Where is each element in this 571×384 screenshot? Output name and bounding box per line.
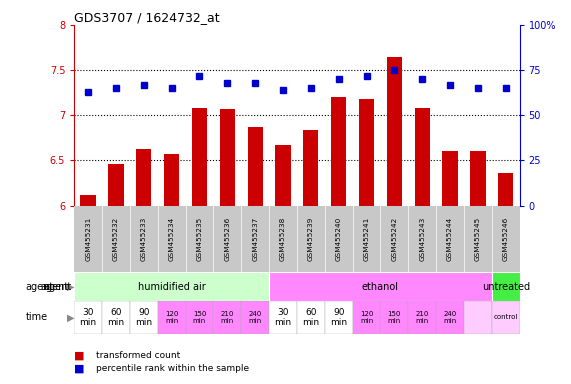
Text: GSM455234: GSM455234 [168,217,175,261]
Text: GDS3707 / 1624732_at: GDS3707 / 1624732_at [74,11,220,24]
Text: 150
min: 150 min [388,311,401,324]
Bar [81,195,96,206]
Text: GSM455244: GSM455244 [447,217,453,261]
Text: 150
min: 150 min [193,311,206,324]
Text: percentile rank within the sample: percentile rank within the sample [96,364,249,373]
Text: 240
min: 240 min [248,311,262,324]
Text: 30
min: 30 min [275,308,292,327]
Text: 210
min: 210 min [220,311,234,324]
Bar [241,301,269,334]
Text: GSM455245: GSM455245 [475,217,481,261]
Text: 120
min: 120 min [360,311,373,324]
Bar [74,272,269,301]
Text: 60
min: 60 min [302,308,319,327]
Text: GSM455235: GSM455235 [196,217,203,261]
Text: GSM455231: GSM455231 [85,217,91,261]
Text: agent: agent [41,281,69,291]
Bar [164,154,179,206]
Bar [415,108,430,206]
Text: 90
min: 90 min [330,308,347,327]
Bar [130,301,158,334]
Bar [74,301,102,334]
Bar [303,130,319,206]
Bar [380,301,408,334]
Bar [275,145,291,206]
Text: GSM455243: GSM455243 [419,217,425,261]
Bar [108,164,124,206]
Text: GSM455233: GSM455233 [141,217,147,261]
Bar [220,109,235,206]
Text: time: time [26,313,48,323]
Text: 120
min: 120 min [165,311,178,324]
Text: GSM455242: GSM455242 [391,217,397,261]
Bar [247,127,263,206]
Bar [352,301,380,334]
Text: GSM455240: GSM455240 [336,217,341,261]
Text: 30
min: 30 min [79,308,96,327]
Text: 60
min: 60 min [107,308,124,327]
Text: ▶: ▶ [67,313,74,323]
Bar [269,301,297,334]
Bar [408,301,436,334]
Text: transformed count: transformed count [96,351,180,360]
Text: ▶: ▶ [67,281,74,291]
Text: 90
min: 90 min [135,308,152,327]
Text: untreated: untreated [481,281,530,291]
Text: ■: ■ [74,364,85,374]
Bar [492,301,520,334]
Text: ethanol: ethanol [362,281,399,291]
Bar [158,301,186,334]
Text: GSM455232: GSM455232 [113,217,119,261]
Bar [192,108,207,206]
Bar [331,97,347,206]
Bar [136,149,151,206]
Bar [359,99,374,206]
Bar [102,301,130,334]
Text: 210
min: 210 min [416,311,429,324]
Text: GSM455236: GSM455236 [224,217,230,261]
Text: 240
min: 240 min [444,311,457,324]
Text: control: control [493,314,518,320]
Bar [436,301,464,334]
Bar [186,301,214,334]
Bar [269,272,492,301]
Text: ■: ■ [74,350,85,360]
Text: agent: agent [43,281,71,291]
Bar [325,301,353,334]
Text: agent: agent [26,281,54,291]
Bar [470,151,485,206]
Text: GSM455239: GSM455239 [308,217,314,261]
Bar [492,272,520,301]
Bar [214,301,241,334]
Text: GSM455246: GSM455246 [502,217,509,261]
Bar [464,301,492,334]
Text: GSM455238: GSM455238 [280,217,286,261]
Text: GSM455237: GSM455237 [252,217,258,261]
Bar [443,151,458,206]
Text: GSM455241: GSM455241 [364,217,369,261]
Bar [387,58,402,206]
Bar [297,301,325,334]
Text: humidified air: humidified air [138,281,206,291]
Bar [498,173,513,206]
